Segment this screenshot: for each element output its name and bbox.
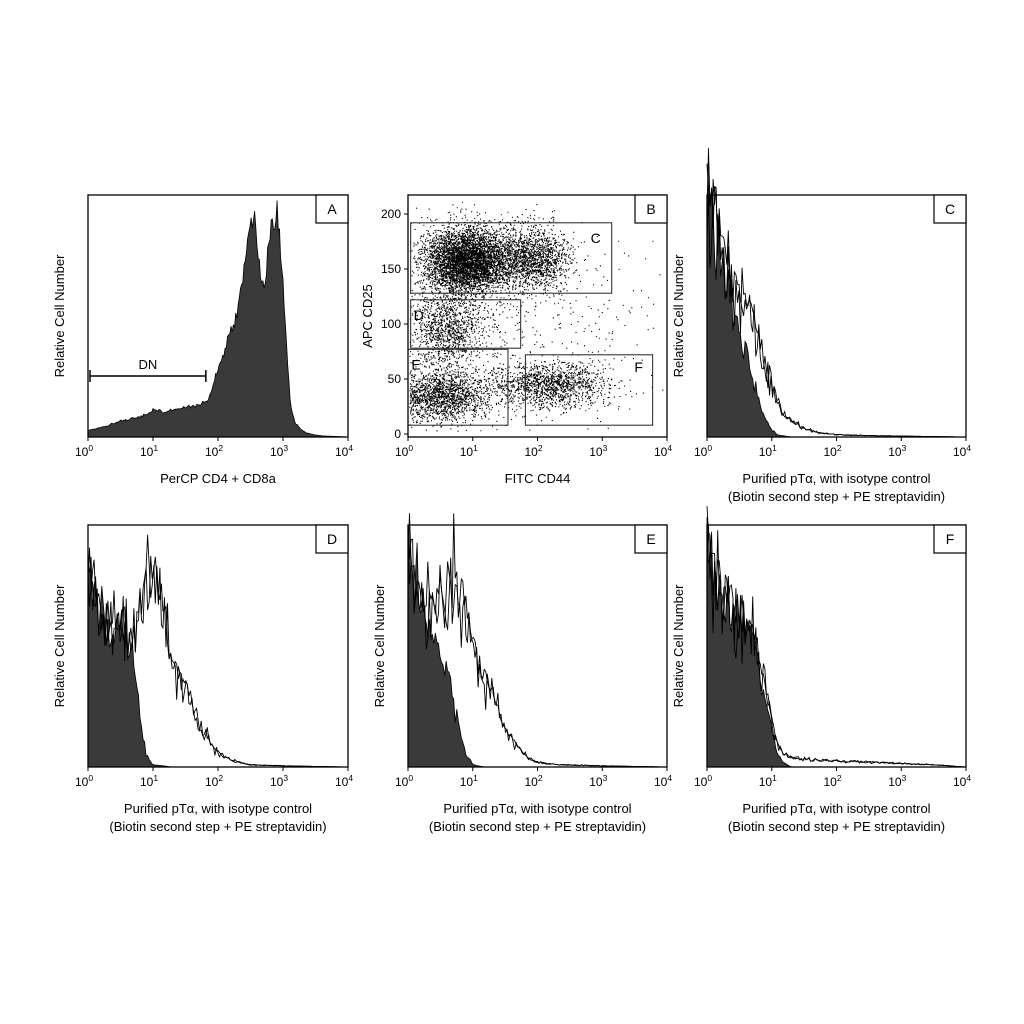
x-tick-label: 100 bbox=[395, 773, 413, 789]
isotype-histogram-fill bbox=[87, 556, 348, 768]
y-axis-label: APC CD25 bbox=[360, 284, 375, 348]
panel-letter-box bbox=[315, 524, 349, 554]
x-tick-label: 102 bbox=[823, 443, 841, 459]
x-tick-label: 101 bbox=[759, 773, 777, 789]
panel-d: D 100 101 102 103 104 Relative Cell Number Puri… bbox=[52, 524, 353, 834]
x-tick-label: 100 bbox=[75, 443, 93, 459]
x-axis-label: Purified pTα, with isotype control bbox=[742, 801, 930, 816]
cd4-cd8-histogram-fill bbox=[87, 200, 349, 438]
x-axis-label-line2: (Biotin second step + PE streptavidin) bbox=[109, 819, 326, 834]
x-tick-label: 102 bbox=[524, 773, 542, 789]
panel-letter-box bbox=[634, 194, 668, 224]
panel-letter: C bbox=[945, 201, 955, 217]
isotype-histogram-fill bbox=[706, 147, 966, 438]
x-axis-label: Purified pTα, with isotype control bbox=[124, 801, 312, 816]
x-tick-label: 103 bbox=[270, 443, 288, 459]
x-tick-label: 101 bbox=[140, 443, 158, 459]
x-tick-label: 104 bbox=[654, 443, 672, 459]
y-axis-label: Relative Cell Number bbox=[52, 254, 67, 377]
y-tick-label: 50 bbox=[388, 372, 402, 386]
x-axis-label: FITC CD44 bbox=[505, 471, 571, 486]
x-tick-label: 103 bbox=[888, 443, 906, 459]
x-tick-label: 102 bbox=[524, 443, 542, 459]
x-tick-label: 104 bbox=[335, 443, 353, 459]
panel-f: F 100 101 102 103 104 Relative Cell Number Puri… bbox=[671, 506, 971, 834]
x-tick-label: 103 bbox=[888, 773, 906, 789]
y-tick-label: 150 bbox=[381, 262, 401, 276]
panel-b: C D E F 0 50 100 150 200 B 100 101 102 103 104 APC CD25… bbox=[360, 194, 672, 486]
y-axis-label: Relative Cell Number bbox=[671, 584, 686, 707]
gate-d bbox=[410, 299, 522, 349]
ptalpha-histogram-line bbox=[87, 555, 348, 768]
x-tick-label: 100 bbox=[694, 443, 712, 459]
x-tick-label: 101 bbox=[759, 443, 777, 459]
gate-label-e: E bbox=[411, 356, 420, 372]
panel-letter: D bbox=[327, 531, 337, 547]
x-tick-label: 104 bbox=[953, 773, 971, 789]
x-tick-label: 103 bbox=[270, 773, 288, 789]
gate-label-f: F bbox=[634, 359, 643, 375]
x-tick-label: 100 bbox=[395, 443, 413, 459]
panel-letter: B bbox=[646, 201, 655, 217]
x-axis-label: PerCP CD4 + CD8a bbox=[160, 471, 276, 486]
panel-letter: A bbox=[327, 201, 337, 217]
x-tick-label: 102 bbox=[205, 443, 223, 459]
gate-f bbox=[524, 354, 654, 426]
panel-e: E 100 101 102 103 104 Relative Cell Number Puri… bbox=[372, 513, 672, 834]
y-axis-label: Relative Cell Number bbox=[372, 584, 387, 707]
panel-letter-box bbox=[933, 524, 967, 554]
gate-c bbox=[410, 222, 613, 294]
panel-a: DN A 100 101 102 103 104 Relative Cell Number Pe… bbox=[52, 194, 353, 486]
panel-c: C 100 101 102 103 104 Relative Cell Number Puri… bbox=[671, 147, 971, 504]
y-tick-label: 200 bbox=[381, 207, 401, 221]
x-tick-label: 104 bbox=[953, 443, 971, 459]
x-axis-label: Purified pTα, with isotype control bbox=[443, 801, 631, 816]
x-tick-label: 104 bbox=[654, 773, 672, 789]
y-tick-label: 100 bbox=[381, 317, 401, 331]
panel-letter: F bbox=[946, 531, 955, 547]
panel-letter-box bbox=[634, 524, 668, 554]
y-axis-label: Relative Cell Number bbox=[52, 584, 67, 707]
gate-label-c: C bbox=[591, 230, 601, 246]
ptalpha-histogram-line bbox=[706, 506, 967, 768]
y-axis-label: Relative Cell Number bbox=[671, 254, 686, 377]
ptalpha-histogram-line bbox=[407, 543, 667, 768]
x-axis-label-line2: (Biotin second step + PE streptavidin) bbox=[429, 819, 646, 834]
x-tick-label: 100 bbox=[694, 773, 712, 789]
panel-letter-box bbox=[933, 194, 967, 224]
x-tick-label: 102 bbox=[205, 773, 223, 789]
dn-label: DN bbox=[139, 357, 158, 372]
scatter-points bbox=[409, 201, 664, 432]
x-axis-label-line2: (Biotin second step + PE streptavidin) bbox=[728, 489, 945, 504]
isotype-histogram-fill bbox=[407, 513, 667, 768]
x-tick-label: 101 bbox=[460, 443, 478, 459]
panel-letter: E bbox=[646, 531, 655, 547]
gate-label-d: D bbox=[414, 307, 424, 323]
x-tick-label: 101 bbox=[460, 773, 478, 789]
x-axis-label: Purified pTα, with isotype control bbox=[742, 471, 930, 486]
x-tick-label: 103 bbox=[589, 443, 607, 459]
y-tick-label: 0 bbox=[394, 427, 401, 441]
x-tick-label: 100 bbox=[75, 773, 93, 789]
x-tick-label: 104 bbox=[335, 773, 353, 789]
panel-letter-box bbox=[315, 194, 349, 224]
x-tick-label: 103 bbox=[589, 773, 607, 789]
x-tick-label: 101 bbox=[140, 773, 158, 789]
x-axis-label-line2: (Biotin second step + PE streptavidin) bbox=[728, 819, 945, 834]
x-tick-label: 102 bbox=[823, 773, 841, 789]
